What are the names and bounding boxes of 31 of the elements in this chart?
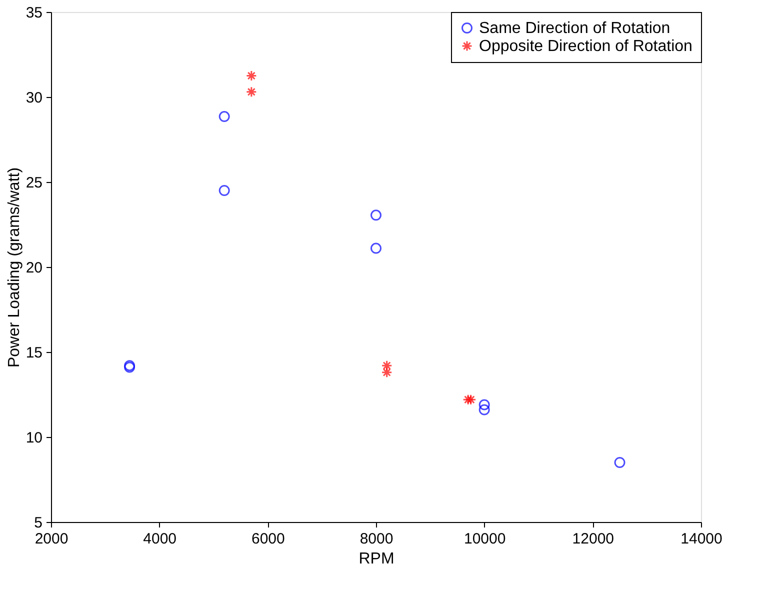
point (478, 404, 490, 416)
point (381, 360, 392, 372)
y-tick-label: 15 (26, 344, 42, 362)
point (246, 86, 257, 98)
point (381, 366, 392, 378)
point (246, 70, 257, 82)
point (370, 242, 382, 254)
point (218, 111, 230, 122)
x-tick-label: 14000 (680, 530, 722, 548)
legend-label: Opposite Direction of Rotation (479, 38, 692, 55)
x-tick-label: 8000 (360, 530, 394, 548)
point (218, 185, 230, 196)
x-tick-label: 10000 (464, 530, 506, 548)
point (465, 394, 476, 406)
point (478, 399, 490, 410)
y-tick-label: 35 (26, 4, 42, 22)
x-tick-label: 4000 (143, 530, 177, 548)
y-tick-label: 10 (26, 430, 42, 446)
x-tick-label: 6000 (251, 530, 285, 548)
x-axis-title: RPM (358, 550, 394, 568)
y-tick-label: 25 (26, 174, 42, 192)
y-tick-label: 20 (26, 260, 42, 276)
y-tick-label: 30 (26, 90, 42, 106)
x-tick-label: 2000 (34, 530, 68, 548)
legend-label: Same Direction of Rotation (479, 20, 670, 37)
y-axis-title: Power Loading (grams/watt) (6, 167, 23, 368)
point (462, 394, 474, 406)
x-tick-label: 12000 (572, 530, 614, 548)
point (614, 457, 626, 468)
y-tick-label: 5 (34, 514, 42, 532)
point (370, 210, 382, 221)
